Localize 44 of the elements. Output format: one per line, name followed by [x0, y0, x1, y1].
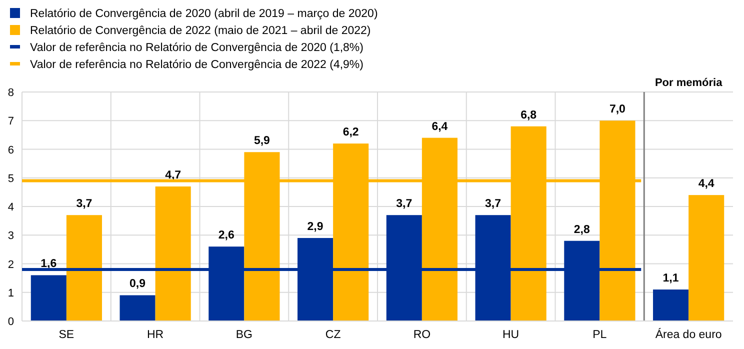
data-label: 5,9 [254, 135, 270, 148]
data-label: 6,2 [342, 126, 359, 139]
data-label: 2,8 [574, 224, 591, 236]
bar [653, 290, 689, 321]
bar [155, 186, 191, 321]
data-label: 1,1 [662, 272, 680, 285]
data-label: 4,7 [165, 169, 182, 182]
bar [30, 275, 66, 321]
data-label: 7,0 [609, 104, 626, 116]
x-tick-label: HU [502, 329, 520, 341]
legend-label: Valor de referência no Relatório de Convergência de 2022 (4,9%) [30, 59, 364, 71]
data-label: 2,9 [307, 220, 324, 233]
y-tick-label: 1 [8, 287, 14, 300]
x-tick-label: PL [592, 329, 608, 341]
legend-label: Valor de referência no Relatório de Convergência de 2020 (1,8%) [30, 42, 364, 54]
data-label: 3,7 [76, 198, 92, 210]
bar [120, 295, 156, 321]
x-tick-label: SE [58, 329, 74, 341]
legend-label: Relatório de Convergência de 2022 (maio de 2021 – abril de 2022) [30, 25, 371, 37]
y-tick-label: 2 [8, 258, 14, 271]
x-tick-label: Área do euro [655, 328, 722, 341]
x-tick-label: HR [147, 329, 164, 341]
y-tick-label: 8 [8, 87, 14, 99]
data-label: 1,6 [40, 258, 57, 270]
y-tick-label: 6 [8, 144, 14, 156]
y-tick-label: 0 [8, 316, 14, 328]
x-tick-label: CZ [325, 329, 341, 341]
data-label: 4,4 [698, 178, 715, 190]
data-label: 3,7 [396, 198, 412, 210]
bar [66, 215, 102, 321]
bar [688, 195, 724, 321]
y-tick-label: 3 [8, 230, 14, 242]
data-label: 0,9 [130, 278, 146, 290]
legend-label: Relatório de Convergência de 2020 (abril de 2019 – março de 2020) [30, 8, 378, 20]
data-label: 6,4 [432, 120, 448, 133]
y-tick-label: 7 [8, 116, 14, 128]
y-tick-label: 4 [8, 202, 14, 214]
data-label: 2,6 [218, 230, 234, 242]
y-tick-label: 5 [8, 172, 14, 185]
data-label: 3,7 [485, 198, 502, 210]
text: Por memória [654, 77, 724, 89]
data-label: 6,8 [520, 109, 538, 122]
x-tick-label: RO [413, 329, 431, 341]
x-tick-label: BG [236, 329, 253, 341]
